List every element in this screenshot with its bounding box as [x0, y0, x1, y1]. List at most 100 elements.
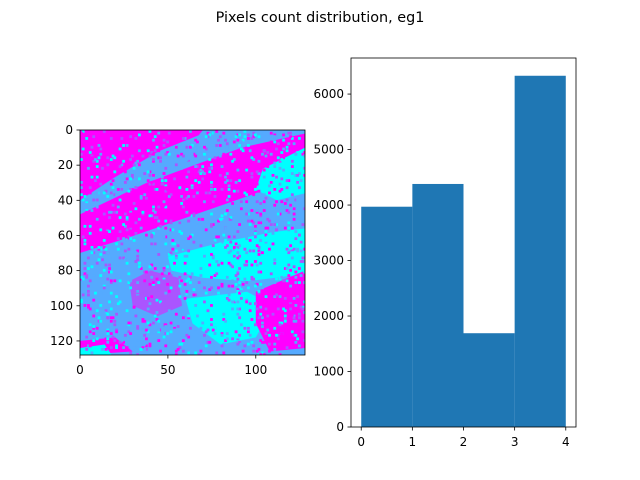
heatmap-pixel [250, 172, 254, 175]
heatmap-pixel [139, 196, 143, 200]
heatmap-pixel [232, 184, 236, 188]
heatmap-pixel [255, 200, 259, 204]
heatmap-pixel [141, 328, 145, 332]
heatmap-pixel [222, 342, 226, 346]
heatmap-pixel [268, 333, 271, 337]
heatmap-pixel [289, 302, 292, 306]
heatmap-pixel [139, 267, 143, 270]
heatmap-pixel [257, 246, 261, 249]
heatmap-pixel [297, 267, 301, 270]
heatmap-pixel [289, 203, 292, 207]
heatmap-pixel [190, 138, 194, 142]
heatmap-pixel [95, 221, 99, 225]
heatmap-pixel [292, 319, 296, 323]
heatmap-pixel [167, 131, 171, 135]
heatmap-pixel [141, 212, 145, 216]
heatmap-pixel [143, 196, 147, 200]
heatmap-pixel [238, 307, 242, 311]
heatmap-pixel [218, 144, 222, 147]
heatmap-pixel [236, 307, 240, 311]
heatmap-pixel [136, 281, 140, 284]
heatmap-pixel [292, 247, 296, 251]
heatmap-pixel [294, 173, 298, 177]
heatmap-pixel [176, 154, 180, 158]
heatmap-pixel [153, 131, 157, 135]
heatmap-pixel [259, 339, 263, 342]
heatmap-pixel [294, 333, 298, 337]
heatmap-pixel [155, 298, 159, 302]
heatmap-pixel [83, 272, 87, 276]
heatmap-pixel [290, 249, 294, 253]
heatmap-pixel [83, 195, 87, 198]
heatmap-pixel [106, 131, 110, 135]
heatmap-pixel [162, 138, 166, 142]
heatmap-pixel [95, 175, 99, 179]
heatmap-pixel [245, 177, 249, 181]
heatmap-pixel [109, 281, 113, 284]
heatmap-pixel [178, 247, 182, 251]
heatmap-pixel [294, 230, 298, 234]
heatmap-pixel [125, 346, 129, 350]
heatmap-pixel [190, 152, 194, 156]
heatmap-pixel [127, 330, 131, 334]
heatmap-pixel [88, 224, 92, 228]
heatmap-pixel [188, 235, 192, 239]
heatmap-pixel [273, 258, 277, 262]
heatmap-pixel [218, 202, 222, 205]
heatmap-pixel [278, 166, 282, 170]
heatmap-pixel [225, 147, 229, 151]
heatmap-pixel [255, 170, 259, 174]
heatmap-pixel [145, 344, 148, 348]
heatmap-pixel [273, 165, 277, 168]
heatmap-pixel [292, 207, 296, 211]
heatmap-pixel [174, 254, 178, 258]
heatmap-pixel [120, 339, 124, 342]
heatmap-pixel [273, 326, 277, 330]
heatmap-pixel [252, 158, 256, 161]
heatmap-pixel [174, 312, 178, 316]
heatmap-pixel [220, 282, 224, 286]
heatmap-pixel [222, 219, 226, 223]
heatmap-pixel [204, 168, 208, 172]
heatmap-pixel [176, 244, 180, 248]
heatmap-pixel [213, 195, 217, 198]
heatmap-pixel [171, 228, 175, 232]
heatmap-pixel [299, 298, 303, 302]
heatmap-pixel [136, 258, 140, 262]
heatmap-pixel [106, 332, 110, 335]
heatmap-pixel [296, 247, 300, 251]
heatmap-pixel [146, 307, 150, 311]
heatmap-pixel [102, 212, 106, 216]
heatmap-pixel [188, 326, 192, 330]
heatmap-pixel [145, 291, 148, 295]
heatmap-pixel [120, 275, 124, 279]
heatmap-pixel [246, 219, 250, 223]
heatmap-pixel [236, 189, 240, 193]
heatmap-pixel [289, 249, 292, 253]
heatmap-pixel [167, 195, 171, 198]
heatmap-pixel [162, 172, 166, 175]
heatmap-pixel [282, 147, 285, 151]
heatmap-pixel [183, 137, 187, 140]
heatmap-pixel [134, 207, 138, 211]
heatmap-pixel [92, 332, 96, 335]
heatmap-pixel [259, 221, 263, 225]
heatmap-pixel [248, 249, 252, 253]
heatmap-pixel [245, 237, 249, 241]
heatmap-pixel [167, 309, 171, 313]
heatmap-pixel [176, 325, 180, 328]
heatmap-pixel [194, 154, 198, 158]
heatmap-pixel [139, 145, 143, 149]
heatmap-pixel [234, 180, 238, 184]
heatmap-pixel [169, 286, 173, 290]
heatmap-pixel [95, 205, 99, 209]
heatmap-pixel [238, 144, 242, 147]
heatmap-pixel [220, 284, 224, 288]
heatmap-pixel [153, 135, 157, 139]
heatmap-pixel [80, 131, 83, 135]
heatmap-pixel [181, 339, 185, 342]
heatmap-pixel [162, 144, 166, 147]
heatmap-pixel [104, 189, 108, 193]
heatmap-pixel [164, 179, 168, 183]
heatmap-pixel [289, 261, 292, 265]
